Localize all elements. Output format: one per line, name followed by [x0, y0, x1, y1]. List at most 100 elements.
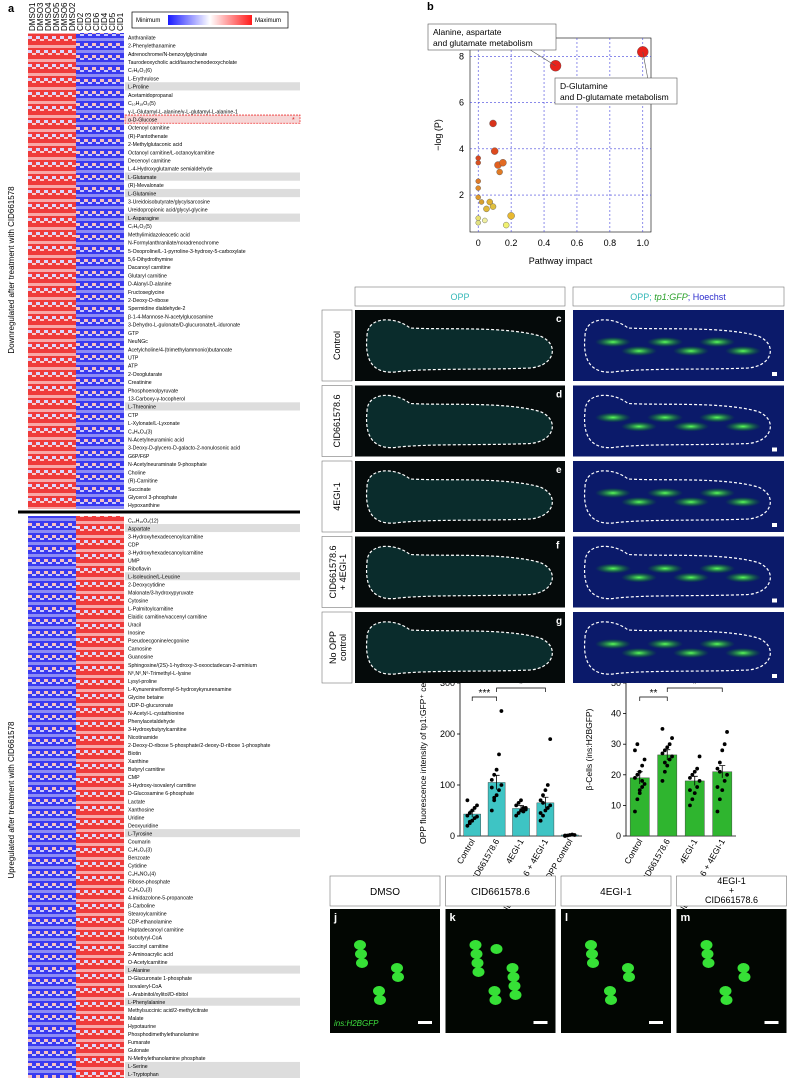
metabolite-name: C₁₀H₁₆O₂(12) — [128, 518, 159, 524]
dot — [670, 736, 674, 740]
legend-gradient — [168, 15, 252, 25]
dot — [465, 813, 470, 818]
y-axis-label: β-Cells (ins:H2BGFP) — [584, 708, 594, 790]
dot — [497, 788, 501, 792]
metabolite-name: UTP — [128, 355, 139, 361]
dot — [720, 748, 725, 753]
dot — [494, 793, 499, 798]
metabolite-name: Phenylacetaldehyde — [128, 719, 175, 725]
metabolite-name: Spermidine dialdehyde-2 — [128, 306, 186, 312]
dot — [642, 757, 647, 762]
dot — [475, 803, 479, 808]
dot — [541, 800, 545, 805]
metabolite-name: O-Acetylcarnitine — [128, 960, 168, 966]
dot — [695, 766, 700, 771]
metabolite-name: CTP — [128, 413, 139, 419]
gfp-signal — [647, 412, 683, 423]
heatmap-block — [76, 33, 124, 509]
dot — [640, 785, 645, 789]
point — [499, 159, 507, 167]
nucleus — [471, 958, 484, 968]
gfp-signal — [621, 346, 657, 356]
x-tick-label: 0.2 — [505, 238, 518, 248]
opp-signal — [366, 395, 553, 448]
metabolite-name: Riboflavin — [128, 566, 151, 572]
dot — [465, 823, 470, 828]
metabolite-name: Ureidopropionic acid/glycyl-glycine — [128, 208, 208, 214]
x-tick-label: 0 — [476, 238, 481, 248]
metabolite-name: D-Glucosamine 6-phosphate — [128, 791, 194, 797]
islet-outline — [583, 470, 771, 524]
metabolite-name: α-D-Glucose — [128, 117, 157, 123]
row-letter: f — [556, 541, 560, 552]
micrograph — [561, 909, 671, 1033]
nucleus — [737, 963, 750, 973]
gfp-signal — [647, 488, 683, 498]
dot — [640, 763, 645, 768]
dot — [514, 813, 519, 818]
dot — [722, 779, 727, 783]
gfp-signal — [725, 497, 761, 507]
islet-outline — [365, 394, 553, 449]
dot — [717, 797, 722, 802]
x-tick-label: Control — [622, 837, 644, 866]
metabolite-name: N-Methylethanolamine phosphate — [128, 1056, 206, 1062]
metabolite-name: L-Alanine — [128, 968, 150, 974]
y-tick-label: 0 — [450, 831, 455, 841]
row-label-box — [321, 536, 353, 608]
metabolite-name: Biotin — [128, 751, 141, 757]
y-tick-label: 8 — [459, 51, 464, 61]
column-label: DMSO4 — [44, 2, 53, 31]
scale-bar — [418, 1021, 432, 1024]
metabolite-name: Methylsuccinic acid/2-methylcitrate — [128, 1008, 208, 1014]
metabolite-name: C₄H₈NO₂(4) — [128, 872, 156, 878]
column-header: OPP; tp1:GFP; Hoechst — [630, 292, 726, 302]
dot — [640, 779, 645, 783]
metabolite-name: Phosphoenolpyruvate — [128, 388, 178, 394]
metabolite-name: 3-Hydroxybutyrylcarnitine — [128, 727, 187, 733]
metabolite-name: 3-Ureidoisobutyrate/glycylsarcosine — [128, 200, 210, 206]
metabolite-name: L-Tyrosine — [128, 831, 152, 837]
dot — [494, 767, 499, 772]
dot — [465, 798, 470, 803]
dot — [722, 742, 727, 747]
y-tick-label: 2 — [459, 190, 464, 200]
metabolite-name: Sphingosine/(2S)-1-hydroxy-3-oxooctadeca… — [128, 663, 257, 669]
gfp-signal — [621, 572, 657, 583]
metabolite-name: GTP — [128, 331, 139, 337]
islet-outline — [365, 621, 553, 675]
y-tick-label: 30 — [611, 739, 621, 749]
metabolite-name: Lactate — [128, 799, 145, 805]
metabolite-name: Carnosine — [128, 647, 152, 653]
metabolite-name: Inosine — [128, 631, 145, 637]
column-label: CID6 — [92, 12, 101, 31]
nucleus — [604, 986, 616, 996]
bar — [712, 771, 733, 837]
metabolite-name: Deoxyuridine — [128, 823, 158, 829]
heatmap-block — [28, 33, 76, 509]
metabolite-name: Butyryl carnitine — [128, 767, 165, 773]
y-tick-label: 10 — [611, 800, 621, 810]
nucleus — [392, 972, 404, 982]
metabolite-name: Stearoylcarnitine — [128, 912, 167, 918]
metabolite-name: Malonate/3-hydroxypyruvate — [128, 591, 194, 597]
point — [489, 119, 497, 128]
bar — [512, 808, 530, 837]
dot — [516, 800, 521, 805]
metabolite-name: L-Asparagine — [128, 216, 159, 222]
metabolite-name: UDP-D-glucuronate — [128, 703, 173, 709]
metabolite-name: Hypoxanthine — [128, 503, 160, 509]
metabolite-name: 3-Hydroxyhexadecenoylcarnitine — [128, 534, 203, 540]
gfp-signal — [699, 337, 735, 347]
gfp-signal — [673, 346, 709, 356]
y-tick-label: 200 — [440, 729, 455, 739]
metabolite-name: Gulonate — [128, 1048, 149, 1054]
row-star: * — [292, 117, 295, 124]
metabolite-name: Phosphodimethylethanolamine — [128, 1032, 199, 1038]
y-tick-label: 20 — [611, 770, 621, 780]
plot-frame — [469, 37, 652, 233]
x-tick-label: 0.4 — [538, 238, 551, 248]
nucleus — [356, 958, 368, 968]
metabolite-name: L-Erythrulose — [128, 76, 159, 82]
metabolite-name: C₇H₈O₂(6) — [128, 68, 152, 74]
